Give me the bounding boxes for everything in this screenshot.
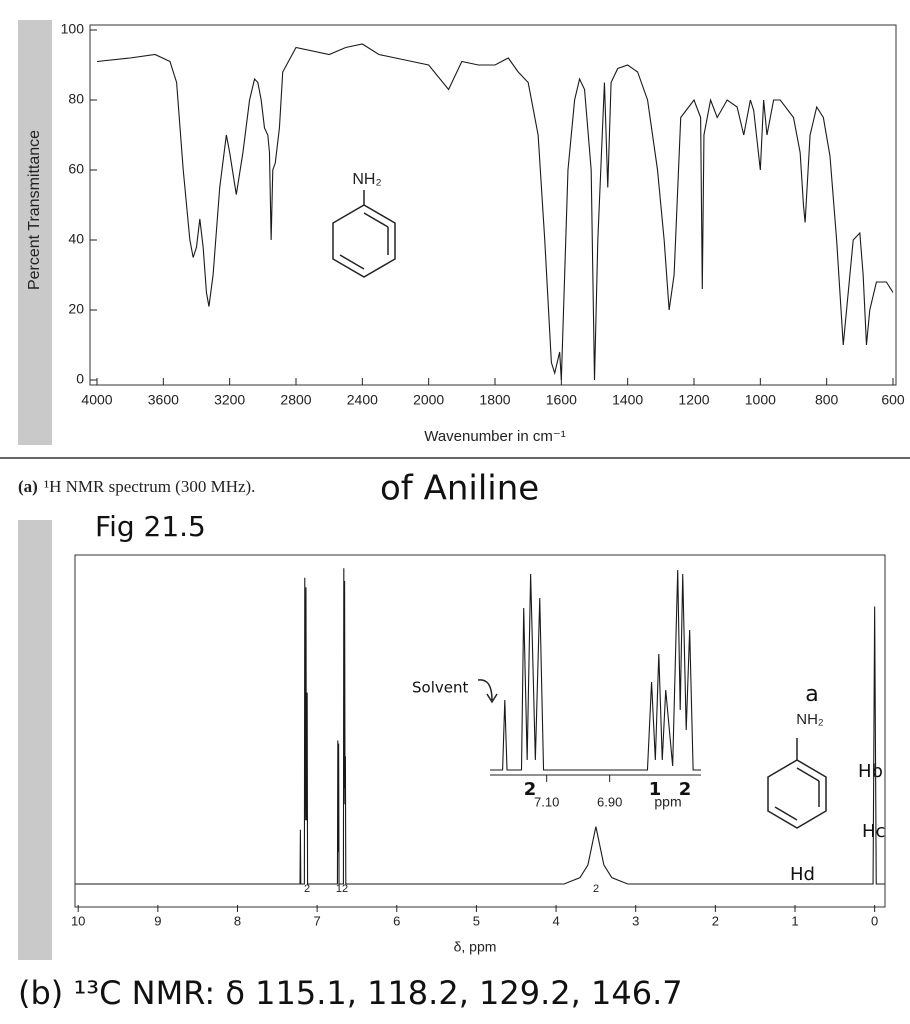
x-tick-label: 600: [881, 392, 905, 408]
structure-label: Hb: [858, 761, 883, 782]
x-tick-label: 3600: [148, 392, 179, 408]
y-tick-label: 0: [76, 371, 84, 387]
x-tick-label: 8: [234, 913, 241, 928]
structure-label: Hd: [790, 864, 815, 885]
structure-label: a: [805, 682, 818, 707]
spectrum-line: [75, 568, 885, 885]
ir-frame: [89, 24, 897, 386]
structure-label: NH₂: [352, 171, 381, 188]
x-tick-label: 1200: [678, 392, 709, 408]
caption-label: (a): [18, 477, 38, 496]
integration: 2: [679, 779, 692, 800]
x-tick-label: 3: [632, 913, 639, 928]
structure-label: NH₂: [796, 711, 824, 728]
x-tick-label: 1600: [546, 392, 577, 408]
arrow: [477, 679, 498, 704]
x-tick-label: 4: [552, 913, 559, 928]
x-tick-label: 10: [71, 913, 85, 928]
x-tick-label: 1800: [479, 392, 510, 408]
figure-label: Fig 21.5: [95, 510, 206, 543]
integration: 2: [524, 779, 537, 800]
integration: 12: [336, 883, 348, 895]
x-axis-label: ppm: [654, 794, 681, 810]
nmr-frame: [74, 554, 886, 908]
x-tick-label: 2400: [347, 392, 378, 408]
x-tick-label: 1: [791, 913, 798, 928]
x-tick-label: 5: [473, 913, 480, 928]
x-tick-label: 1400: [612, 392, 643, 408]
y-tick-label: 20: [68, 301, 84, 317]
scan-bar: [18, 520, 52, 960]
integration: 2: [304, 883, 310, 895]
handwritten-title: of Aniline: [380, 469, 539, 509]
y-tick-label: 80: [68, 91, 84, 107]
caption: ¹H NMR spectrum (300 MHz).: [44, 477, 255, 496]
integration: 1: [649, 779, 662, 800]
y-axis-label: Percent Transmittance: [26, 130, 43, 290]
x-tick-label: 7.10: [534, 794, 559, 809]
scan-bar: [18, 20, 52, 445]
x-tick-label: 2000: [413, 392, 444, 408]
x-tick-label: 3200: [214, 392, 245, 408]
x-tick-label: 0: [871, 913, 878, 928]
x-tick-label: 7: [314, 913, 321, 928]
x-tick-label: 6.90: [597, 794, 622, 809]
x-axis-label: Wavenumber in cm⁻¹: [424, 428, 566, 445]
x-tick-label: 9: [154, 913, 161, 928]
x-tick-label: 1000: [745, 392, 776, 408]
x-axis-label: δ, ppm: [454, 939, 497, 955]
x-tick-label: 2: [712, 913, 719, 928]
integration: 2: [593, 883, 599, 895]
spectrum-line: [490, 569, 701, 771]
benzene: [332, 190, 396, 278]
footer-note: (b) ¹³C NMR: δ 115.1, 118.2, 129.2, 146.…: [18, 974, 683, 1012]
y-tick-label: 40: [68, 231, 84, 247]
annotation: Solvent: [412, 679, 468, 697]
x-tick-label: 800: [815, 392, 839, 408]
y-tick-label: 60: [68, 161, 84, 177]
y-tick-label: 100: [61, 21, 85, 37]
benzene: [767, 738, 827, 829]
x-tick-label: 6: [393, 913, 400, 928]
x-tick-label: 2800: [280, 392, 311, 408]
spectrum-line: [96, 43, 894, 381]
x-tick-label: 4000: [81, 392, 112, 408]
